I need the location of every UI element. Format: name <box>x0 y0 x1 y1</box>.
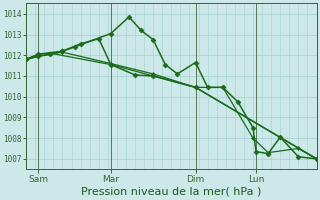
X-axis label: Pression niveau de la mer( hPa ): Pression niveau de la mer( hPa ) <box>81 187 261 197</box>
